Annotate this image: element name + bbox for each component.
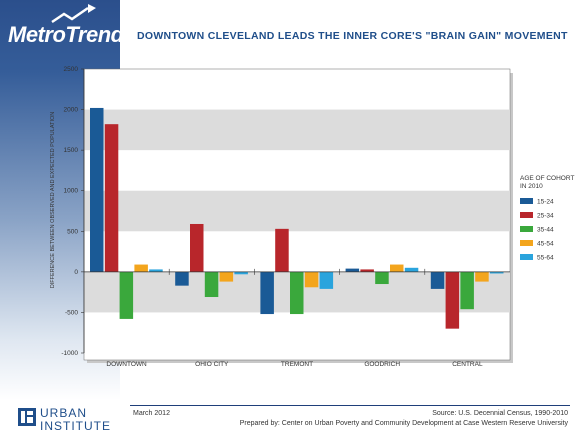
bar-tremont-35-44	[290, 271, 304, 315]
bar-downtown-55-64	[149, 269, 163, 272]
bar-ohio-city-15-24	[175, 271, 189, 286]
logo-text-institute: INSTITUTE	[40, 419, 111, 433]
footer-divider	[130, 405, 570, 406]
legend-swatch	[520, 226, 533, 232]
brand-logo: MetroTrends	[8, 22, 136, 47]
bar-ohio-city-25-34	[190, 223, 204, 272]
x-category-label: CENTRAL	[452, 361, 483, 368]
y-tick-label: 1500	[64, 147, 79, 154]
bar-central-25-34	[445, 271, 460, 329]
y-tick-label: -500	[65, 309, 78, 316]
bar-chart: -1000 -500 0 500 1000 1500 2000 2500 DOWNTOWN OH…	[50, 66, 574, 368]
chart-headline: DOWNTOWN CLEVELAND LEADS THE INNER CORE'…	[137, 30, 568, 42]
bar-tremont-15-24	[260, 271, 274, 315]
bar-tremont-25-34	[275, 228, 289, 272]
x-category-label: GOODRICH	[364, 361, 400, 368]
legend-label: 45-54	[537, 241, 554, 248]
bar-tremont-55-64	[319, 271, 334, 289]
x-category-label: TREMONT	[281, 361, 313, 368]
bar-central-55-64	[490, 271, 504, 274]
y-tick-label: 1000	[64, 188, 79, 195]
legend-swatch	[520, 254, 533, 260]
legend-label: 15-24	[537, 199, 554, 206]
y-tick-label: 2500	[64, 66, 79, 73]
bar-downtown-25-34	[104, 124, 119, 272]
trend-arrow-icon	[51, 4, 96, 24]
legend-label: 25-34	[537, 213, 554, 220]
bar-downtown-45-54	[134, 264, 148, 272]
bar-ohio-city-45-54	[219, 271, 234, 282]
legend-label: 35-44	[537, 227, 554, 234]
bar-central-45-54	[475, 271, 489, 282]
bar-goodrich-45-54	[390, 264, 404, 272]
x-category-label: DOWNTOWN	[106, 361, 147, 368]
legend-label: 55-64	[537, 255, 554, 262]
legend-swatch	[520, 198, 533, 204]
bar-central-35-44	[460, 271, 474, 310]
bar-tremont-45-54	[304, 271, 319, 288]
grid-band	[84, 109, 510, 151]
footer-source: Source: U.S. Decennial Census, 1990-2010	[432, 410, 568, 417]
legend-swatch	[520, 240, 533, 246]
bar-goodrich-55-64	[404, 267, 419, 272]
grid-band	[84, 190, 510, 232]
bar-goodrich-35-44	[375, 271, 389, 285]
y-tick-label: 500	[67, 228, 78, 235]
bar-ohio-city-35-44	[204, 271, 219, 298]
footer-prepared-by: Prepared by: Center on Urban Poverty and…	[239, 420, 568, 427]
bar-downtown-15-24	[90, 107, 104, 272]
y-tick-label: 0	[74, 269, 78, 276]
bar-downtown-35-44	[119, 271, 134, 319]
x-category-label: OHIO CITY	[195, 361, 229, 368]
bar-goodrich-25-34	[360, 269, 374, 272]
bar-ohio-city-55-64	[234, 271, 248, 275]
y-axis-label: DIFFERENCE BETWEEN OBSERVED AND EXPECTED…	[50, 112, 56, 288]
y-tick-label: -1000	[61, 350, 78, 357]
legend-title: IN 2010	[520, 183, 543, 190]
bar-goodrich-15-24	[345, 268, 360, 272]
footer-date: March 2012	[133, 410, 170, 417]
legend-swatch	[520, 212, 533, 218]
logo-text-urban: URBAN	[40, 406, 88, 420]
legend-title: AGE OF COHORT	[520, 175, 574, 182]
y-tick-label: 2000	[64, 107, 79, 114]
bar-central-15-24	[430, 271, 445, 289]
urban-institute-logo-icon	[18, 408, 36, 426]
